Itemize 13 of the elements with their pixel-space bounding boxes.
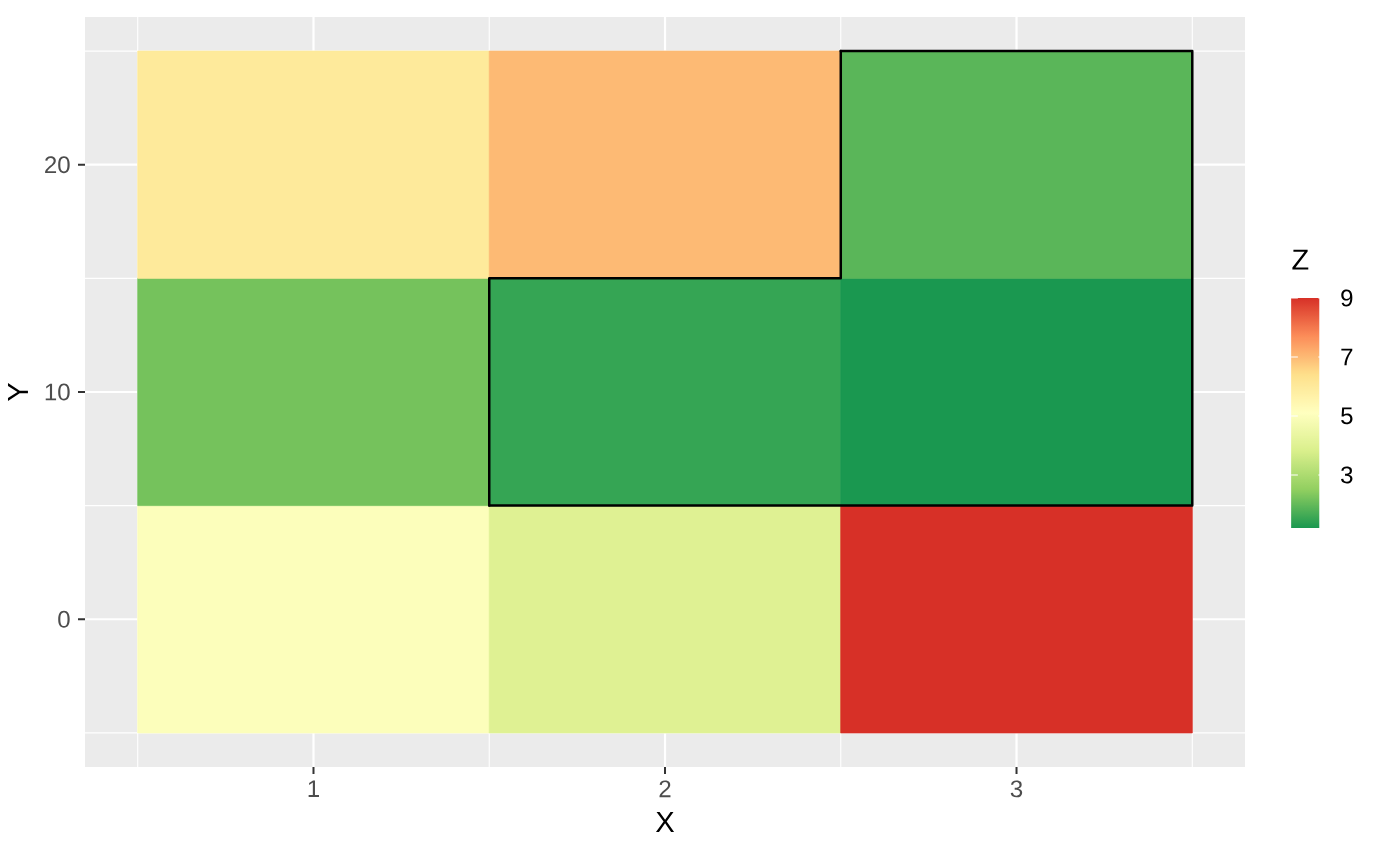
x-tick-label: 3 — [1010, 780, 1023, 798]
x-axis-title: X — [655, 811, 675, 832]
color-bar-label: 7 — [1341, 348, 1353, 366]
color-bar-title: Z — [1292, 249, 1309, 270]
color-bar-label: 9 — [1341, 289, 1353, 307]
x-tick-label: 1 — [308, 780, 319, 797]
color-bar-label: 3 — [1341, 466, 1353, 484]
x-tick-label: 2 — [659, 780, 671, 798]
color-bar-label: 5 — [1341, 407, 1353, 425]
y-tick-label: 20 — [45, 156, 70, 174]
y-tick-label: 0 — [58, 610, 70, 628]
y-axis-title: Y — [7, 382, 28, 402]
y-tick-label: 10 — [45, 383, 70, 401]
